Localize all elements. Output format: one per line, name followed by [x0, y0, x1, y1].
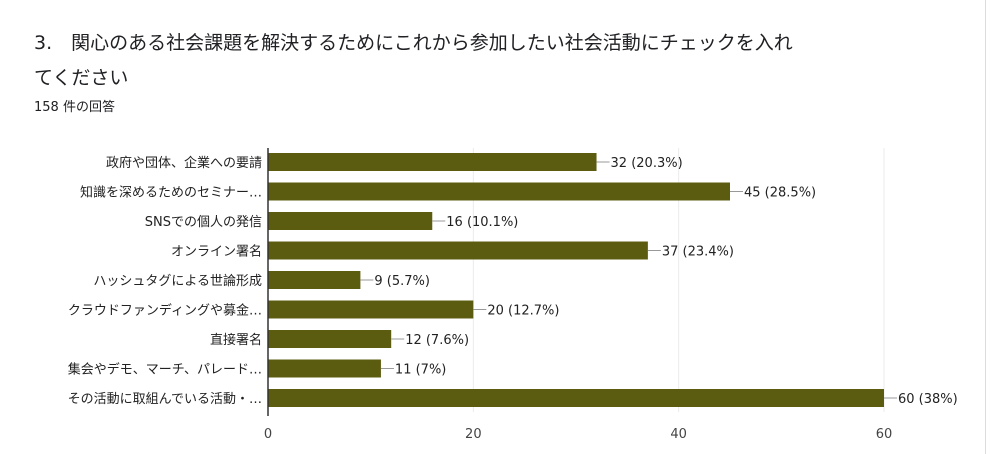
data-label: 16 (10.1%) — [446, 215, 518, 230]
bar — [268, 153, 597, 171]
bar — [268, 330, 392, 348]
data-label: 12 (7.6%) — [405, 333, 469, 348]
data-label: 32 (20.3%) — [611, 156, 683, 171]
category-label: オンライン署名 — [171, 244, 262, 260]
x-tick-label: 40 — [670, 427, 687, 442]
bar — [268, 300, 474, 319]
data-label: 11 (7%) — [395, 363, 446, 378]
category-label: その活動に取組んでいる活動・… — [68, 392, 262, 407]
x-tick-label: 60 — [876, 427, 893, 442]
category-label: SNSでの個人の発信 — [145, 215, 262, 230]
bar — [268, 212, 433, 230]
bar — [268, 241, 648, 260]
category-label: 直接署名 — [210, 332, 262, 348]
bar — [268, 359, 381, 378]
response-count: 158 件の回答 — [34, 100, 115, 115]
data-label: 37 (23.4%) — [662, 245, 734, 260]
category-label: クラウドファンディングや募金… — [68, 303, 262, 319]
data-label: 20 (12.7%) — [487, 304, 559, 319]
category-label: 知識を深めるためのセミナー… — [80, 185, 262, 201]
data-label: 9 (5.7%) — [374, 274, 430, 289]
x-tick-label: 20 — [465, 427, 482, 442]
question-title: 3. 関心のある社会課題を解決するためにこれから参加したい社会活動にチェックを入… — [34, 32, 793, 89]
bar — [268, 182, 730, 201]
bar — [268, 389, 884, 407]
bar — [268, 271, 361, 289]
category-label: 集会やデモ、マーチ、パレード… — [68, 362, 262, 378]
data-label: 45 (28.5%) — [744, 186, 816, 201]
category-label: 政府や団体、企業への要請 — [106, 155, 262, 171]
category-label: ハッシュタグによる世論形成 — [93, 273, 262, 289]
data-label: 60 (38%) — [898, 392, 958, 407]
x-tick-label: 0 — [264, 427, 272, 442]
